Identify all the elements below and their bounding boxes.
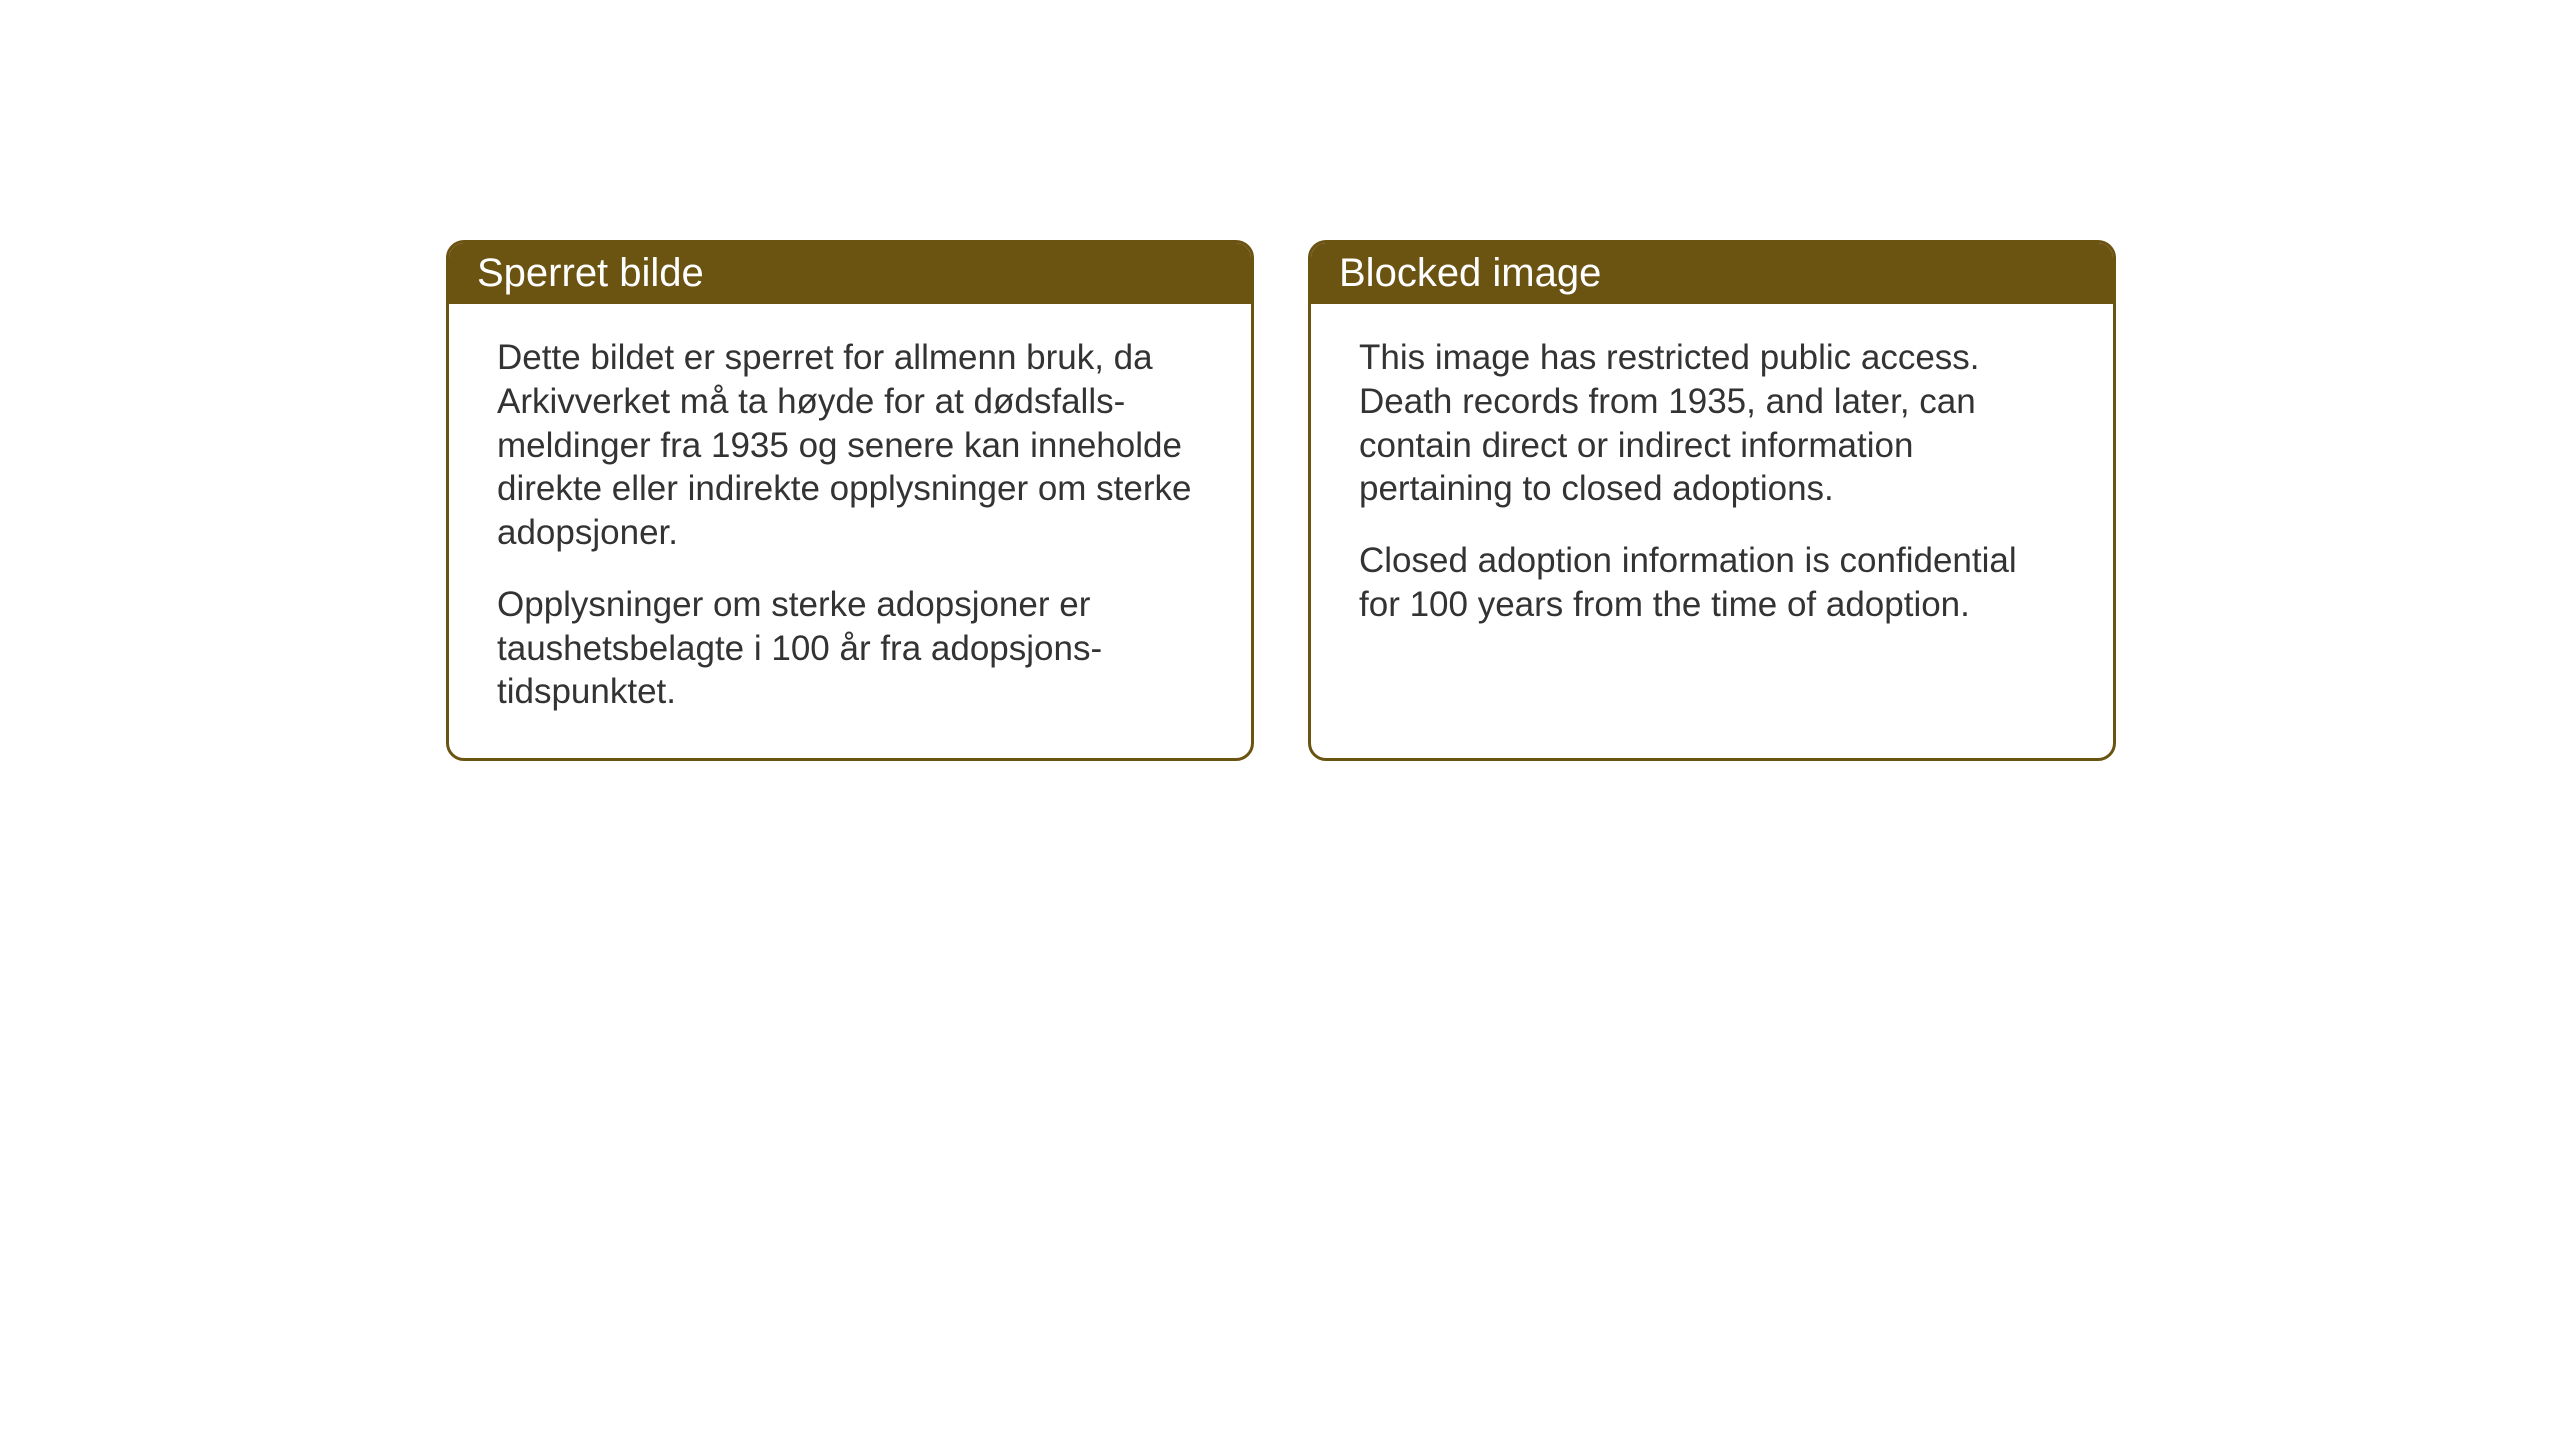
- notice-box-english: Blocked image This image has restricted …: [1308, 240, 2116, 761]
- notice-paragraph-2-english: Closed adoption information is confident…: [1359, 539, 2065, 627]
- notice-title-norwegian: Sperret bilde: [477, 251, 704, 295]
- notice-header-english: Blocked image: [1311, 243, 2113, 304]
- notice-body-english: This image has restricted public access.…: [1311, 304, 2113, 671]
- notice-container: Sperret bilde Dette bildet er sperret fo…: [446, 240, 2116, 761]
- notice-paragraph-2-norwegian: Opplysninger om sterke adopsjoner er tau…: [497, 583, 1203, 714]
- notice-box-norwegian: Sperret bilde Dette bildet er sperret fo…: [446, 240, 1254, 761]
- notice-title-english: Blocked image: [1339, 251, 1601, 295]
- notice-paragraph-1-norwegian: Dette bildet er sperret for allmenn bruk…: [497, 336, 1203, 555]
- notice-paragraph-1-english: This image has restricted public access.…: [1359, 336, 2065, 511]
- notice-body-norwegian: Dette bildet er sperret for allmenn bruk…: [449, 304, 1251, 758]
- notice-header-norwegian: Sperret bilde: [449, 243, 1251, 304]
